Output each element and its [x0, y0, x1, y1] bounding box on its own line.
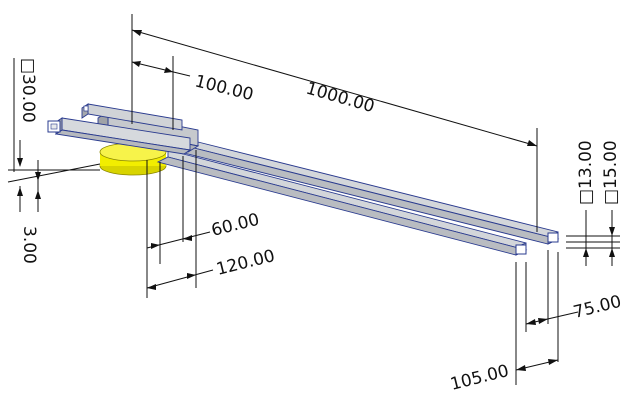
- tube-end-front: [515, 244, 527, 255]
- dim-square-15-label: □15.00: [601, 140, 621, 205]
- model-assembly: [47, 103, 560, 256]
- dimension-lines: [7, 14, 620, 385]
- crossbar-front: [47, 117, 192, 155]
- dim-75-label: 75.00: [571, 292, 623, 323]
- dim-square-13-label: □13.00: [576, 140, 596, 205]
- dim-100-label: 100.00: [193, 71, 256, 105]
- crossbar-back: [81, 103, 183, 131]
- dim-1000-label: 1000.00: [304, 79, 377, 118]
- dim-120-label: 120.00: [214, 246, 277, 280]
- tube-end-back: [547, 232, 559, 243]
- dim-square-30-label: □30.00: [18, 58, 38, 123]
- dim-105-label: 105.00: [448, 361, 511, 395]
- dim-thickness-3-label: 3.00: [19, 226, 39, 264]
- dim-60-label: 60.00: [209, 210, 261, 241]
